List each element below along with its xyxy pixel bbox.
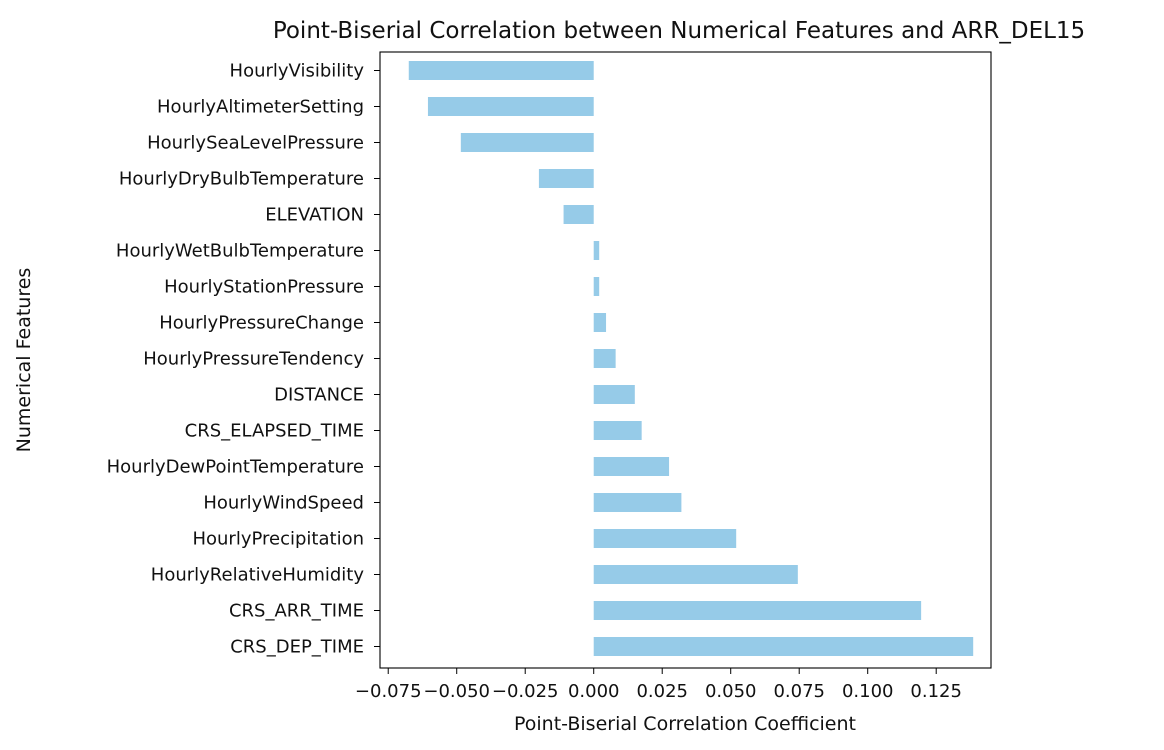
bar bbox=[538, 169, 594, 188]
x-tick-label: 0.000 bbox=[568, 681, 620, 702]
bar bbox=[593, 601, 922, 620]
y-tick-label: CRS_ARR_TIME bbox=[229, 601, 364, 622]
bar bbox=[408, 61, 594, 80]
bar bbox=[593, 421, 642, 440]
bar bbox=[427, 97, 594, 116]
x-axis-ticks: −0.075 −0.050 −0.025 0.000 0.025 0.050 0.075 0.… bbox=[355, 668, 962, 702]
bar bbox=[593, 565, 798, 584]
bar bbox=[593, 277, 600, 296]
y-tick-label: CRS_ELAPSED_TIME bbox=[185, 421, 364, 442]
bar bbox=[593, 241, 600, 260]
x-tick-label: 0.100 bbox=[842, 681, 894, 702]
y-tick-label: DISTANCE bbox=[274, 385, 364, 406]
y-tick-label: HourlySeaLevelPressure bbox=[147, 133, 364, 154]
bar bbox=[593, 313, 607, 332]
x-tick-label: −0.075 bbox=[355, 681, 422, 702]
bar bbox=[593, 493, 682, 512]
x-tick-label: 0.125 bbox=[910, 681, 962, 702]
y-tick-label: HourlyDryBulbTemperature bbox=[119, 169, 364, 190]
y-tick-label: ELEVATION bbox=[265, 205, 364, 226]
y-tick-label: HourlyRelativeHumidity bbox=[151, 565, 365, 586]
y-axis-ticks: HourlyVisibility HourlyAltimeterSetting Ho… bbox=[107, 61, 380, 658]
y-tick-label: HourlyStationPressure bbox=[164, 277, 364, 298]
x-tick-label: −0.050 bbox=[423, 681, 490, 702]
x-tick-label: 0.025 bbox=[636, 681, 688, 702]
x-tick-label: −0.025 bbox=[492, 681, 559, 702]
y-tick-label: HourlyWetBulbTemperature bbox=[116, 241, 364, 262]
x-tick-label: 0.050 bbox=[705, 681, 757, 702]
y-tick-label: HourlyDewPointTemperature bbox=[107, 457, 364, 478]
bar bbox=[593, 529, 737, 548]
x-axis-label: Point-Biserial Correlation Coefficient bbox=[514, 713, 856, 735]
y-tick-label: HourlyPrecipitation bbox=[192, 529, 364, 550]
plot-frame bbox=[379, 51, 992, 669]
y-tick-label: HourlyAltimeterSetting bbox=[157, 97, 364, 118]
bar bbox=[563, 205, 594, 224]
bar bbox=[593, 385, 635, 404]
bar bbox=[593, 349, 616, 368]
bars-group bbox=[408, 61, 974, 656]
y-tick-label: CRS_DEP_TIME bbox=[230, 637, 364, 658]
bar bbox=[593, 457, 670, 476]
x-tick-label: 0.075 bbox=[773, 681, 825, 702]
bar bbox=[593, 637, 974, 656]
y-tick-label: HourlyWindSpeed bbox=[203, 493, 364, 514]
y-tick-label: HourlyPressureChange bbox=[159, 313, 364, 334]
y-axis-label: Numerical Features bbox=[13, 268, 35, 453]
chart-title: Point-Biserial Correlation between Numer… bbox=[273, 18, 1085, 44]
y-tick-label: HourlyVisibility bbox=[230, 61, 365, 82]
bar bbox=[460, 133, 594, 152]
y-tick-label: HourlyPressureTendency bbox=[143, 349, 364, 370]
